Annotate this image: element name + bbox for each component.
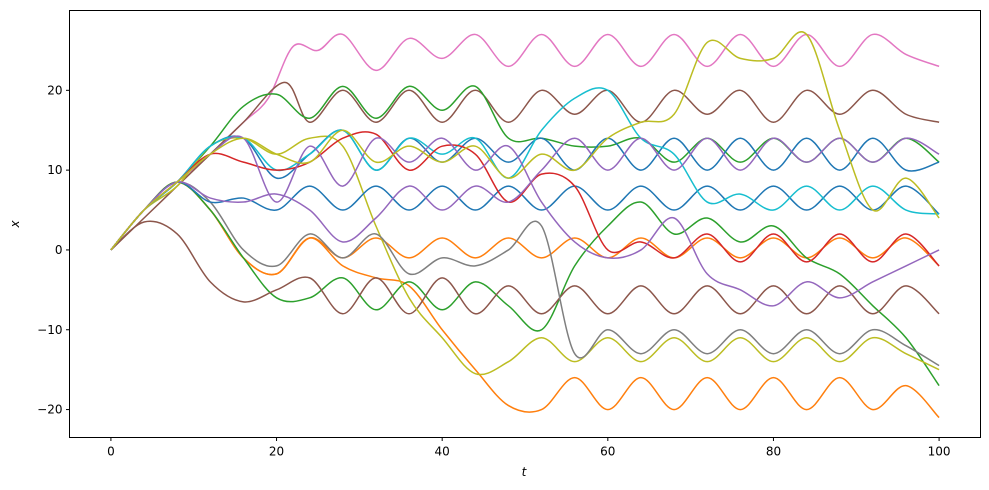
series-line-16	[110, 31, 940, 251]
x-axis-ticks: 0 20 40 60 80 100	[107, 437, 951, 459]
y-tick-label: 0	[55, 243, 63, 257]
x-tick-label: 40	[435, 445, 450, 459]
series-line-5	[110, 181, 940, 387]
x-axis-label: t	[522, 465, 528, 479]
series-line-1	[110, 33, 940, 251]
y-axis-ticks: −20 −10 0 10 20	[37, 83, 70, 417]
series-line-15	[110, 137, 940, 251]
series-line-9	[110, 181, 940, 367]
y-tick-label: −10	[37, 323, 62, 337]
y-tick-label: 10	[47, 163, 62, 177]
x-tick-label: 0	[107, 445, 115, 459]
x-tick-label: 100	[928, 445, 951, 459]
series-layer	[110, 31, 940, 419]
series-line-11	[110, 181, 940, 251]
x-tick-label: 60	[600, 445, 615, 459]
series-line-14	[110, 135, 940, 307]
plot-frame	[69, 10, 981, 438]
x-tick-label: 80	[766, 445, 781, 459]
y-tick-label: 20	[47, 83, 62, 97]
series-line-7	[110, 220, 940, 315]
series-line-2	[110, 81, 940, 251]
series-line-12	[110, 87, 940, 251]
plot-area	[69, 10, 981, 438]
x-tick-label: 20	[269, 445, 284, 459]
y-tick-label: −20	[37, 403, 62, 417]
y-axis-label: x	[8, 220, 22, 229]
